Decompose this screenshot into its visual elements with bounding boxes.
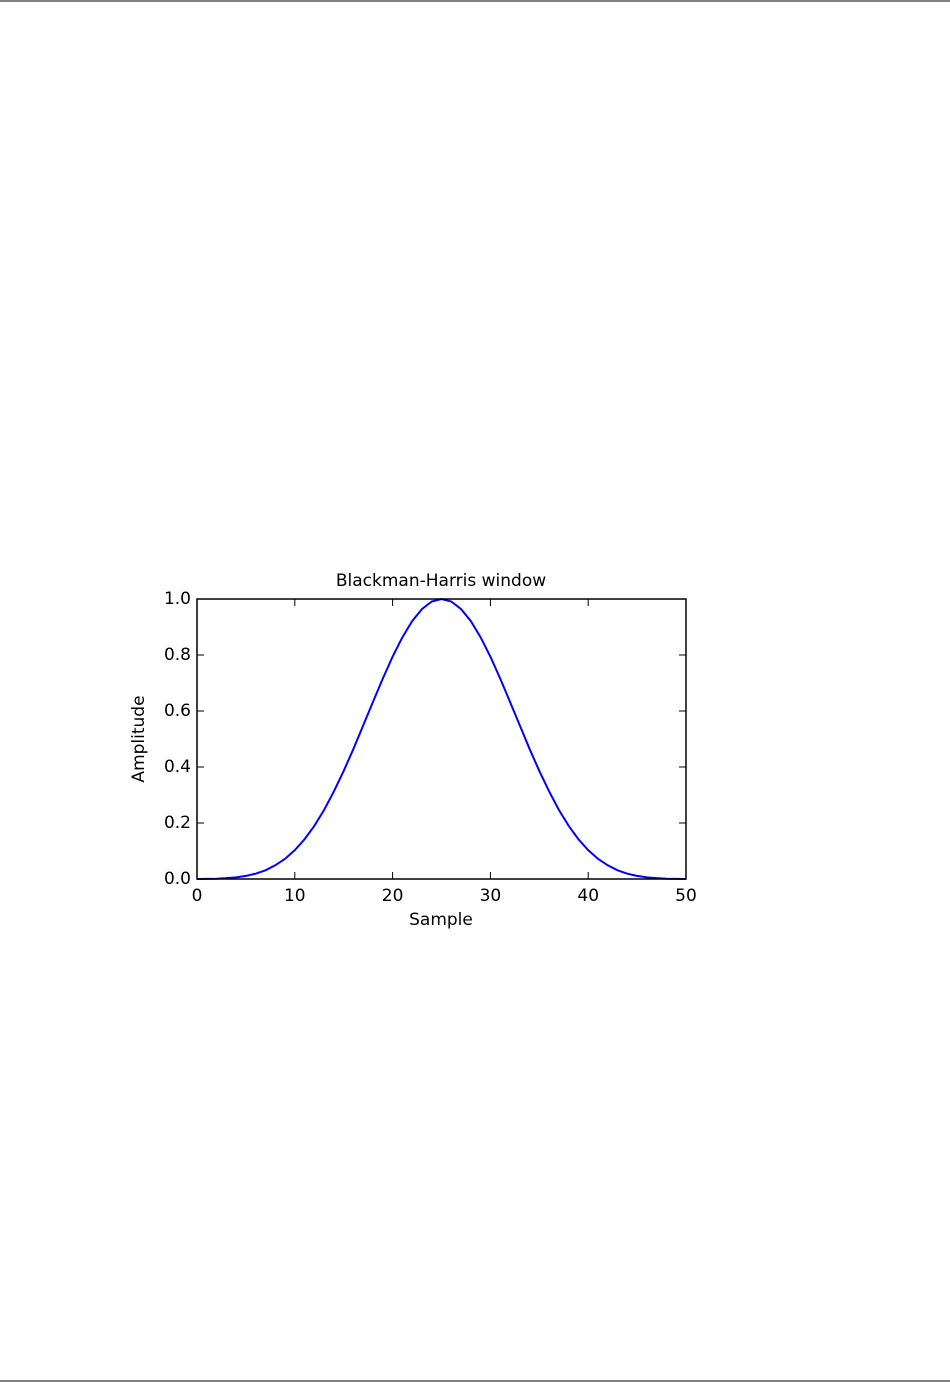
x-axis-label: Sample <box>409 910 473 930</box>
data-line <box>196 597 687 880</box>
plot-frame <box>196 598 687 880</box>
y-tick-label: 1.0 <box>164 589 191 609</box>
x-tick-label: 0 <box>192 886 203 906</box>
y-tick-label: 0.4 <box>164 757 191 777</box>
x-tick-label: 30 <box>480 886 502 906</box>
chart-title: Blackman-Harris window <box>336 571 546 591</box>
x-tick-label: 40 <box>577 886 599 906</box>
x-tick-label: 50 <box>675 886 697 906</box>
y-tick-label: 0.6 <box>164 701 191 721</box>
x-tick-label: 20 <box>382 886 404 906</box>
y-tick-label: 0.0 <box>164 869 191 889</box>
y-tick-label: 0.2 <box>164 813 191 833</box>
x-tick-label: 10 <box>284 886 306 906</box>
y-tick-label: 0.8 <box>164 645 191 665</box>
y-axis-label: Amplitude <box>129 695 149 782</box>
